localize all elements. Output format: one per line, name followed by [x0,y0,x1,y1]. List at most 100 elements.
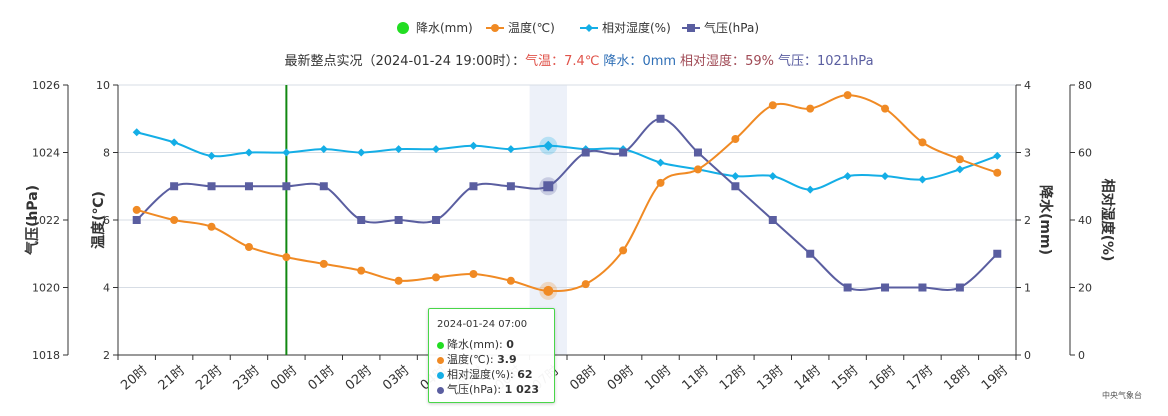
legend-label: 温度(℃) [508,20,555,35]
temperature-point[interactable] [170,216,179,224]
humidity-point[interactable] [993,151,1002,160]
humidity-point[interactable] [357,148,366,157]
rain-tick-label: 2 [1024,214,1031,227]
temperature-point[interactable] [506,276,515,285]
temperature-point[interactable] [843,91,852,100]
temperature-point[interactable] [656,178,665,187]
pressure-point[interactable] [843,283,852,292]
pressure-point[interactable] [132,216,141,224]
pressure-point[interactable] [282,182,291,191]
humidity-point[interactable] [768,172,777,181]
humidity-point[interactable] [806,185,815,194]
temperature-point[interactable] [469,270,478,278]
x-tick-label: 08时 [567,363,599,393]
pressure-point[interactable] [881,283,890,292]
rain-tick-label: 3 [1024,147,1031,160]
subtitle-temp-value: 7.4℃ [564,54,599,69]
temperature-point[interactable] [806,104,815,113]
temperature-point[interactable] [132,205,141,214]
tooltip-rain-dot [437,341,444,349]
humidity-point[interactable] [432,145,441,154]
x-tick-label: 20时 [118,363,150,393]
humidity-point[interactable] [319,145,328,154]
pressure-point[interactable] [357,216,366,224]
x-tick-label: 19时 [979,363,1011,393]
humidity-point[interactable] [170,138,179,147]
humidity-point[interactable] [543,140,554,151]
humidity-point[interactable] [282,148,291,157]
temperature-point[interactable] [693,165,702,174]
temperature-point[interactable] [768,101,777,110]
pressure-point[interactable] [768,216,777,224]
legend-humidity-marker [585,24,593,32]
humidity-point[interactable] [469,141,478,150]
pressure-point[interactable] [693,148,702,157]
tooltip-humidity-value: 62 [517,368,533,381]
subtitle-temp-label: 气温： [525,53,564,69]
temperature-point[interactable] [955,155,964,164]
pressure-point[interactable] [432,216,441,224]
pressure-point[interactable] [207,182,216,191]
legend-label: 气压(hPa) [704,20,759,35]
temperature-point[interactable] [918,138,927,147]
temperature-point[interactable] [207,222,216,231]
legend-item-3[interactable]: 相对湿度(%) [580,20,671,35]
humidity-point[interactable] [731,172,740,181]
legend-item-1[interactable]: 降水(mm) [397,21,473,35]
pressure-point[interactable] [170,182,179,191]
tooltip-pressure-value: 1 023 [504,383,540,396]
pressure-point[interactable] [581,148,590,157]
temperature-point[interactable] [881,104,890,113]
legend-label: 相对湿度(%) [602,20,671,35]
temperature-point[interactable] [619,246,628,255]
temperature-point[interactable] [581,280,590,289]
temperature-point[interactable] [543,285,554,296]
pressure-point[interactable] [993,249,1002,258]
x-tick-label: 13时 [754,363,786,393]
x-tick-label: 10时 [642,363,674,393]
x-tick-label: 12时 [717,363,749,393]
humidity-tick-label: 20 [1078,282,1092,295]
pressure-point[interactable] [319,182,328,191]
rain-axis-title: 降水(mm) [1037,185,1054,255]
temperature-point[interactable] [432,273,441,282]
temperature-tick-label: 8 [103,147,110,160]
humidity-point[interactable] [244,148,253,157]
humidity-point[interactable] [881,172,890,181]
humidity-point[interactable] [955,165,964,174]
temperature-point[interactable] [731,135,740,143]
pressure-point[interactable] [918,283,927,292]
humidity-point[interactable] [394,145,403,154]
pressure-point[interactable] [543,181,554,192]
pressure-point[interactable] [806,249,815,258]
pressure-point[interactable] [955,283,964,292]
humidity-point[interactable] [132,128,141,137]
pressure-point[interactable] [506,182,515,191]
tooltip-temp-label: 温度(℃): [447,353,498,366]
humidity-point[interactable] [656,158,665,167]
x-tick-label: 18时 [941,363,973,393]
legend-item-4[interactable]: 气压(hPa) [682,20,759,35]
pressure-point[interactable] [244,182,253,191]
legend-item-2[interactable]: 温度(℃) [486,20,555,35]
humidity-point[interactable] [207,151,216,160]
pressure-point[interactable] [656,114,665,123]
temperature-point[interactable] [394,276,403,285]
x-tick-label: 21时 [156,363,188,393]
pressure-point[interactable] [469,182,478,191]
humidity-point[interactable] [918,175,927,184]
tooltip-rain-label: 降水(mm): [447,338,507,351]
temperature-point[interactable] [244,243,253,251]
pressure-point[interactable] [394,216,403,224]
temperature-point[interactable] [319,259,328,268]
pressure-point[interactable] [619,148,628,157]
humidity-point[interactable] [506,145,515,154]
pressure-axis-title: 气压(hPa) [24,185,41,256]
temperature-point[interactable] [282,253,291,262]
humidity-point[interactable] [843,172,852,181]
legend[interactable]: 降水(mm) 温度(℃) 相对湿度(%) 气压(hPa) [397,20,759,35]
pressure-point[interactable] [731,182,740,191]
temperature-point[interactable] [357,266,366,275]
temperature-point[interactable] [993,168,1002,177]
rain-tick-label: 4 [1024,79,1031,92]
